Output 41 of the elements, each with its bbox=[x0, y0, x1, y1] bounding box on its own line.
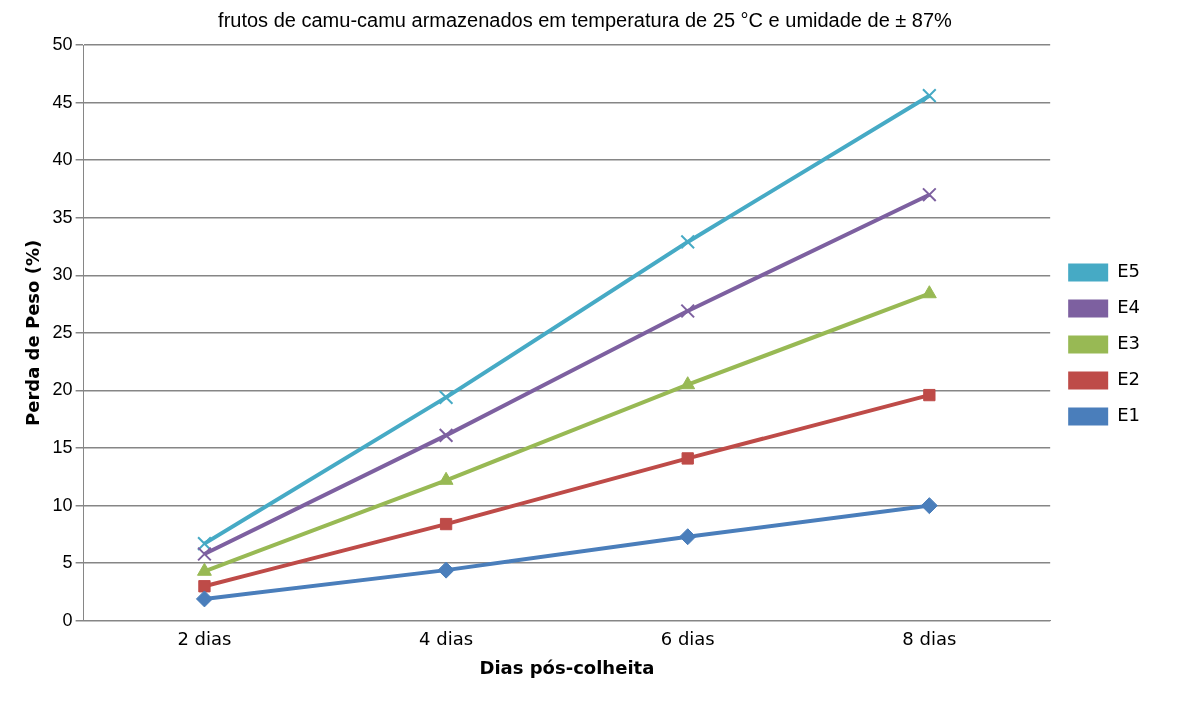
y-tick-label: 15 bbox=[52, 437, 73, 458]
point bbox=[680, 376, 696, 390]
y-axis-title: Perda de Peso (%) bbox=[22, 239, 44, 426]
point bbox=[921, 285, 937, 299]
point bbox=[195, 590, 213, 608]
y-tick-label: 0 bbox=[62, 609, 73, 630]
y-tick-label: 20 bbox=[52, 379, 73, 400]
y-tick-label: 5 bbox=[62, 552, 73, 573]
point bbox=[437, 561, 455, 579]
point bbox=[920, 497, 938, 515]
chart-title: frutos de camu-camu armazenados em temperatura de 25 °C e umidade de ± 87% bbox=[218, 8, 953, 31]
point bbox=[197, 536, 212, 552]
legend-label: E3 bbox=[1117, 332, 1140, 354]
x-axis-title: Dias pós-colheita bbox=[479, 656, 655, 678]
legend-label: E5 bbox=[1117, 260, 1140, 282]
point bbox=[198, 580, 211, 593]
point bbox=[680, 303, 696, 319]
x-tick-label: 6 dias bbox=[660, 628, 715, 650]
y-tick-label: 35 bbox=[52, 206, 73, 227]
point bbox=[921, 187, 937, 203]
point bbox=[438, 428, 454, 443]
y-tick-label: 30 bbox=[52, 264, 73, 285]
y-tick-label: 45 bbox=[52, 91, 73, 112]
point bbox=[681, 452, 694, 465]
y-tick-label: 10 bbox=[52, 494, 73, 515]
y-tick-label: 25 bbox=[52, 321, 73, 342]
legend-label: E4 bbox=[1117, 296, 1140, 318]
legend-label: E2 bbox=[1117, 368, 1140, 390]
legend-label: E1 bbox=[1117, 404, 1140, 426]
x-tick-label: 2 dias bbox=[177, 628, 232, 650]
point bbox=[197, 546, 212, 562]
point bbox=[680, 234, 696, 250]
point bbox=[438, 390, 454, 405]
y-tick-label: 50 bbox=[52, 33, 73, 54]
x-tick-label: 4 dias bbox=[419, 628, 474, 650]
point bbox=[679, 528, 697, 546]
x-tick-label: 8 dias bbox=[902, 628, 957, 650]
point bbox=[439, 517, 453, 531]
y-tick-label: 40 bbox=[52, 149, 73, 170]
point bbox=[921, 88, 937, 104]
point bbox=[923, 388, 936, 402]
